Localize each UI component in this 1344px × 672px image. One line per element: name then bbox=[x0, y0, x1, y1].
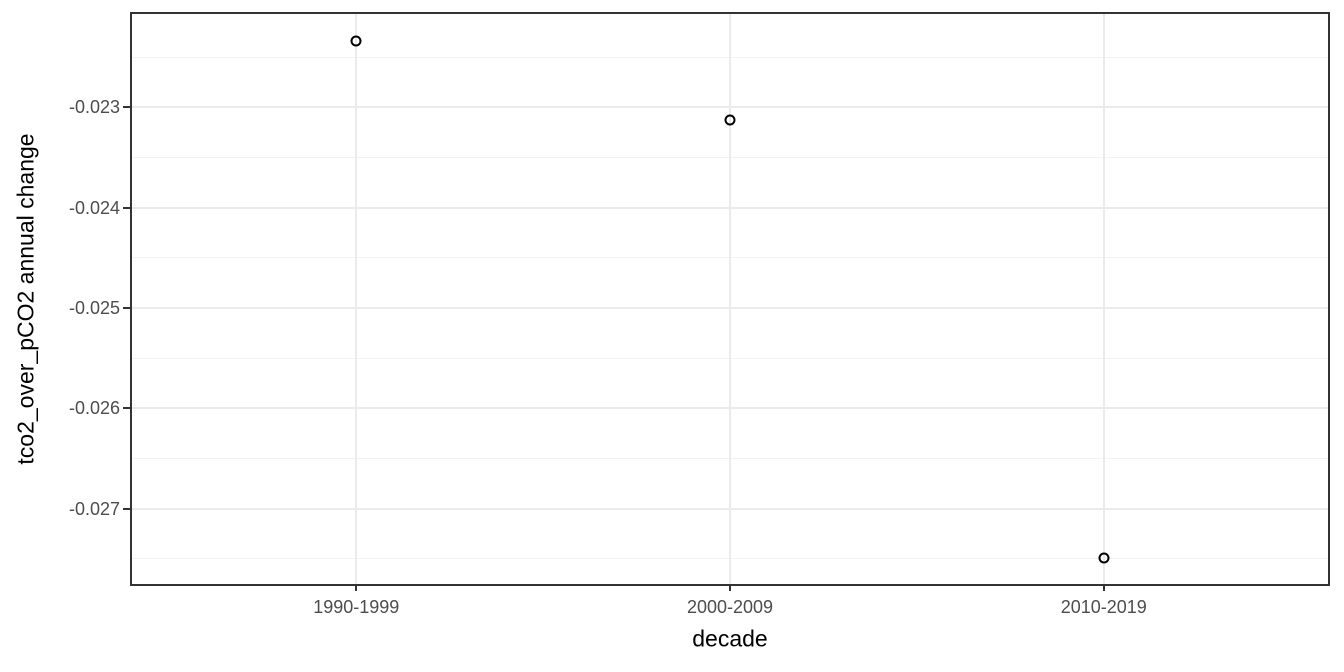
x-tick-mark bbox=[355, 584, 358, 591]
plot-panel bbox=[130, 12, 1330, 586]
gridline-y-major bbox=[132, 206, 1328, 209]
gridline-y-major bbox=[132, 106, 1328, 109]
x-axis-tick-label: 2000-2009 bbox=[686, 597, 774, 617]
y-tick-mark bbox=[123, 106, 130, 109]
y-tick-mark bbox=[123, 407, 130, 410]
gridline-y-minor bbox=[132, 257, 1328, 259]
x-tick-mark bbox=[729, 584, 731, 591]
y-axis-tick-label: -0.027 bbox=[68, 498, 120, 519]
gridline-x-major bbox=[355, 14, 358, 584]
x-axis-tick-label: 1990-1999 bbox=[313, 597, 400, 617]
gridline-y-major bbox=[132, 407, 1328, 410]
y-tick-mark bbox=[123, 507, 130, 510]
x-tick-mark bbox=[1102, 584, 1105, 591]
gridline-y-minor bbox=[132, 157, 1328, 158]
y-axis-tick-label: -0.026 bbox=[68, 398, 120, 419]
gridline-y-minor bbox=[132, 56, 1328, 58]
gridline-y-minor bbox=[132, 357, 1328, 359]
y-axis-tick-label: -0.023 bbox=[68, 97, 120, 118]
y-tick-mark bbox=[123, 307, 130, 310]
x-axis-title: decade bbox=[692, 625, 768, 652]
gridline-x-major bbox=[729, 14, 731, 584]
y-axis-tick-label: -0.025 bbox=[68, 298, 120, 319]
data-point bbox=[1098, 552, 1110, 564]
data-point bbox=[724, 114, 736, 126]
gridline-x-major bbox=[1102, 14, 1105, 584]
y-tick-mark bbox=[123, 206, 130, 209]
y-axis-tick-label: -0.024 bbox=[68, 197, 120, 218]
gridline-y-minor bbox=[132, 458, 1328, 460]
gridline-y-major bbox=[132, 507, 1328, 510]
gridline-y-minor bbox=[132, 558, 1328, 560]
x-axis-tick-label: 2010-2019 bbox=[1060, 597, 1147, 617]
gridline-y-major bbox=[132, 307, 1328, 310]
data-point bbox=[350, 35, 362, 47]
